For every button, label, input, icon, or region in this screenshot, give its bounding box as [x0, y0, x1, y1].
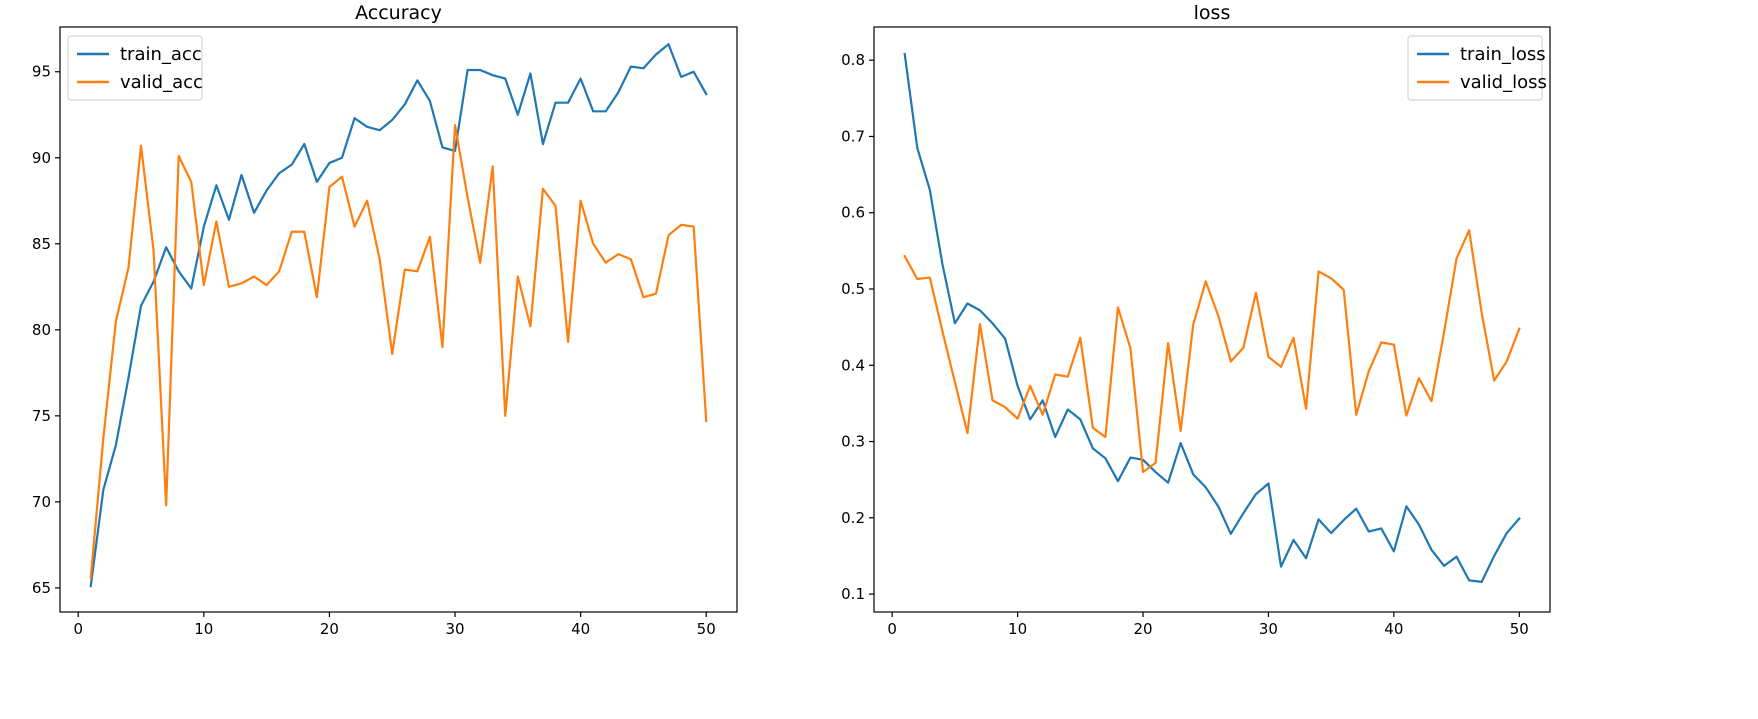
series-line-valid_loss: [903, 229, 1521, 474]
series-group: [903, 52, 1521, 583]
plot-frame: [873, 26, 1551, 613]
x-tick-label: 20: [320, 620, 339, 638]
y-tick-label: 0.3: [841, 433, 865, 451]
x-tick-label: 10: [194, 620, 213, 638]
x-tick-label: 20: [1133, 620, 1152, 638]
x-tick-label: 0: [887, 620, 897, 638]
y-tick-label: 0.2: [841, 509, 865, 527]
x-tick-label: 0: [73, 620, 83, 638]
y-tick-label: 0.6: [841, 204, 865, 222]
series-line-valid_acc: [89, 123, 708, 579]
y-tick-label: 65: [32, 579, 51, 597]
legend-box: [67, 35, 203, 101]
x-tick-label: 50: [697, 620, 716, 638]
y-tick-label: 0.4: [841, 356, 865, 374]
x-tick-label: 50: [1510, 620, 1529, 638]
y-tick-label: 85: [32, 235, 51, 253]
x-tick-label: 30: [445, 620, 464, 638]
legend-label: valid_acc: [120, 72, 203, 93]
series-line-train_acc: [89, 43, 708, 588]
accuracy-chart: Accuracy 0 10 20 30 40 50 65 70 75 80 85 90 95 train_a…: [32, 2, 738, 638]
x-tick-label: 40: [571, 620, 590, 638]
y-tick-label: 70: [32, 493, 51, 511]
legend-label: train_acc: [120, 44, 202, 65]
x-tick-label: 10: [1008, 620, 1027, 638]
y-tick-label: 0.7: [841, 127, 865, 145]
plot-frame: [59, 26, 738, 613]
y-tick-label: 0.8: [841, 51, 865, 69]
series-group: [89, 43, 708, 588]
series-line-train_loss: [903, 52, 1521, 583]
x-tick-label: 30: [1259, 620, 1278, 638]
legend-label: valid_loss: [1460, 72, 1547, 93]
legend-box: [1407, 35, 1543, 101]
legend: train_acc valid_acc: [67, 35, 203, 101]
x-tick-label: 40: [1384, 620, 1403, 638]
y-tick-label: 80: [32, 321, 51, 339]
y-tick-label: 75: [32, 407, 51, 425]
chart-title: loss: [1194, 2, 1231, 24]
y-tick-label: 90: [32, 149, 51, 167]
legend: train_loss valid_loss: [1407, 35, 1547, 101]
y-tick-label: 0.5: [841, 280, 865, 298]
chart-title: Accuracy: [355, 2, 442, 24]
loss-chart: loss 0 10 20 30 40 50 0.1 0.2 0.3 0.4 0.5 0.6 0.7 0.8 t…: [841, 2, 1551, 638]
y-tick-label: 0.1: [841, 585, 865, 603]
legend-label: train_loss: [1460, 44, 1546, 65]
y-tick-label: 95: [32, 63, 51, 81]
